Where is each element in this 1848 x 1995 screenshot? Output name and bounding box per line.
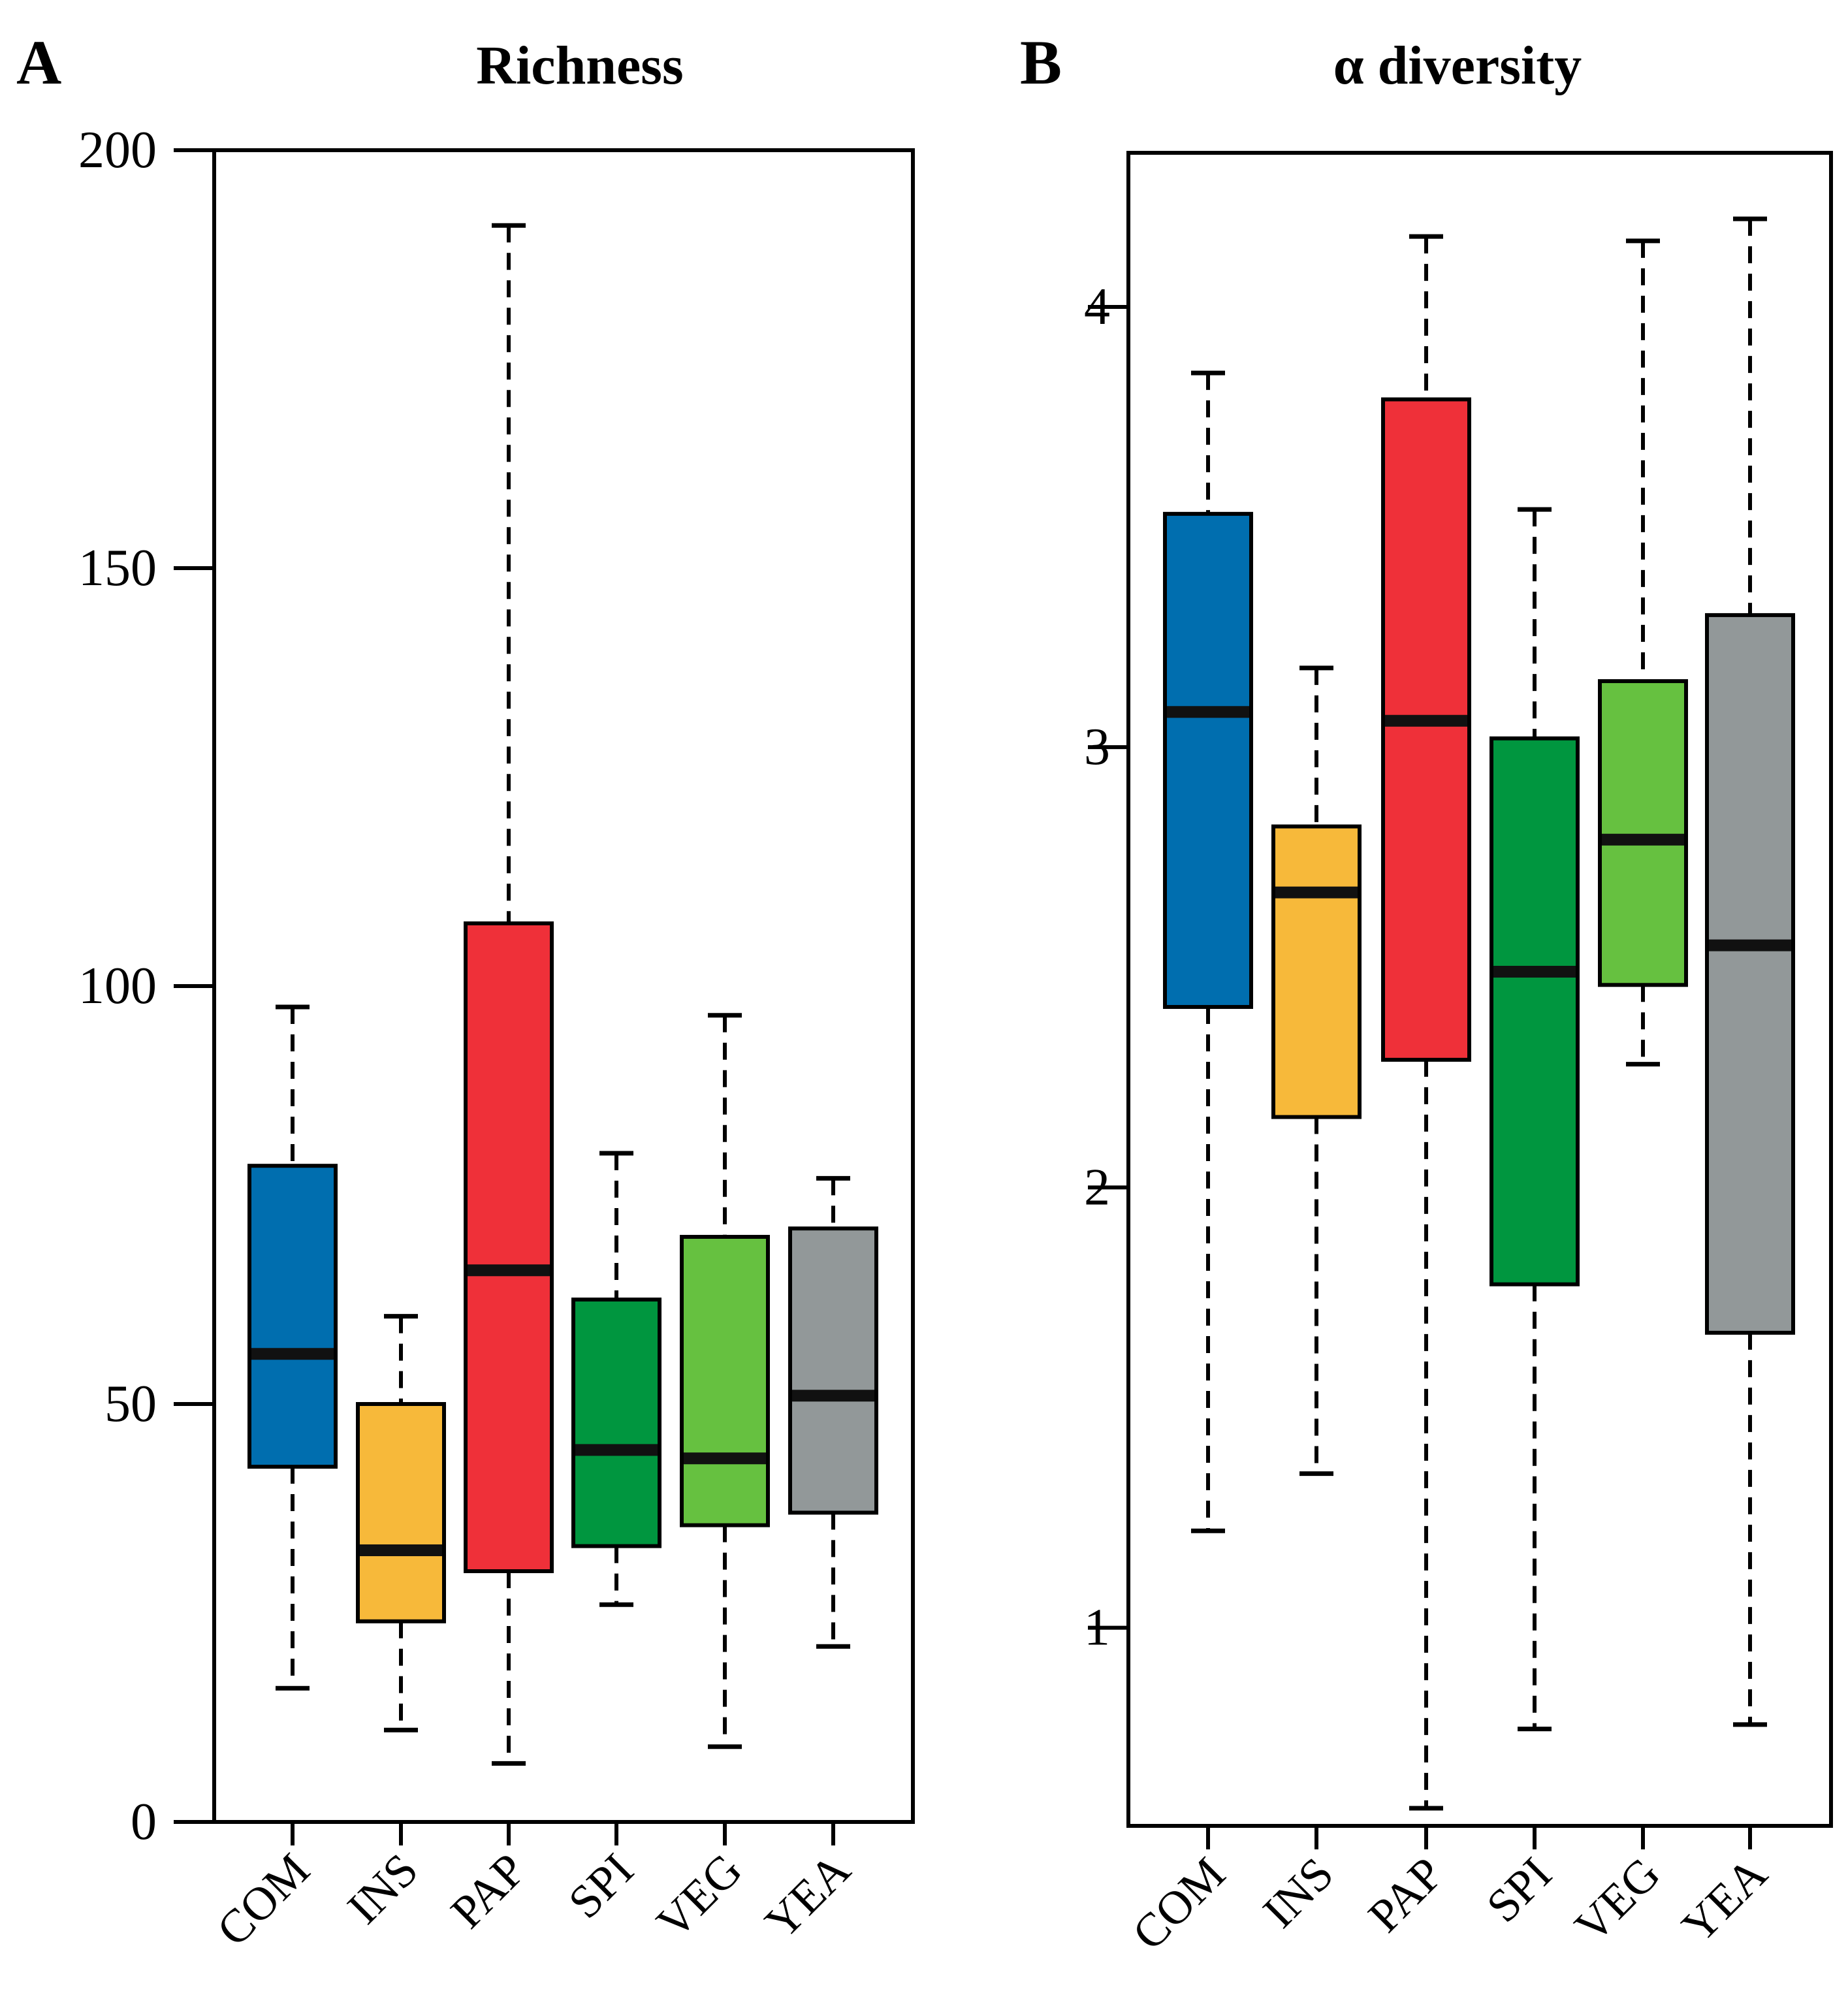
x-tick-label: SPI — [558, 1843, 643, 1928]
y-tick-label: 50 — [104, 1375, 157, 1433]
panel-letter: A — [16, 27, 61, 97]
box-veg — [1598, 238, 1688, 1067]
x-tick-label: INS — [338, 1843, 428, 1934]
iqr-box — [247, 1164, 338, 1469]
box-ins — [356, 1314, 446, 1732]
y-tick-label: 0 — [131, 1793, 157, 1851]
panel-letter: B — [1020, 27, 1062, 97]
iqr-box — [1163, 511, 1253, 1009]
x-tick-label: PAP — [1358, 1847, 1453, 1942]
x-tick-label: YEA — [1672, 1847, 1777, 1953]
panel-title: α diversity — [1333, 35, 1582, 96]
box-spi — [1490, 507, 1580, 1732]
plot-frame — [212, 148, 915, 1824]
iqr-box — [1705, 613, 1795, 1335]
box-com — [1163, 370, 1253, 1533]
y-tick-label: 3 — [1084, 718, 1110, 776]
box-yea — [788, 1175, 878, 1649]
iqr-box — [1598, 679, 1688, 987]
box-pap — [1381, 234, 1471, 1811]
y-tick-label: 200 — [78, 121, 157, 179]
x-tick-label: SPI — [1476, 1847, 1561, 1932]
iqr-box — [680, 1235, 770, 1527]
iqr-box — [356, 1402, 446, 1623]
x-tick-label: COM — [1123, 1847, 1235, 1960]
x-tick-label: PAP — [441, 1843, 535, 1938]
panel-title: Richness — [476, 35, 683, 96]
iqr-box — [1490, 736, 1580, 1286]
box-pap — [464, 223, 554, 1766]
iqr-box — [464, 921, 554, 1573]
box-veg — [680, 1013, 770, 1749]
x-tick-label: VEG — [1565, 1847, 1670, 1953]
box-spi — [571, 1151, 661, 1607]
iqr-box — [1381, 397, 1471, 1062]
iqr-box — [788, 1226, 878, 1515]
panel-a: A Richness 0 50 100 150 200 COM INS PAP SPI VEG YEA — [16, 27, 915, 1956]
box-yea — [1705, 216, 1795, 1727]
x-tick-label: COM — [207, 1843, 320, 1956]
box-com — [247, 1004, 338, 1691]
plot-frame — [1126, 151, 1833, 1828]
x-tick-label: VEG — [646, 1843, 752, 1949]
x-tick-label: INS — [1253, 1847, 1344, 1938]
x-tick-label: YEA — [755, 1843, 860, 1949]
y-tick-label: 100 — [78, 957, 157, 1015]
iqr-box — [571, 1298, 661, 1548]
y-tick-label: 1 — [1084, 1599, 1110, 1657]
box-ins — [1271, 665, 1362, 1476]
y-tick-label: 2 — [1084, 1158, 1110, 1216]
y-tick-label: 150 — [78, 539, 157, 597]
iqr-box — [1271, 824, 1362, 1119]
y-tick-label: 4 — [1084, 278, 1110, 336]
